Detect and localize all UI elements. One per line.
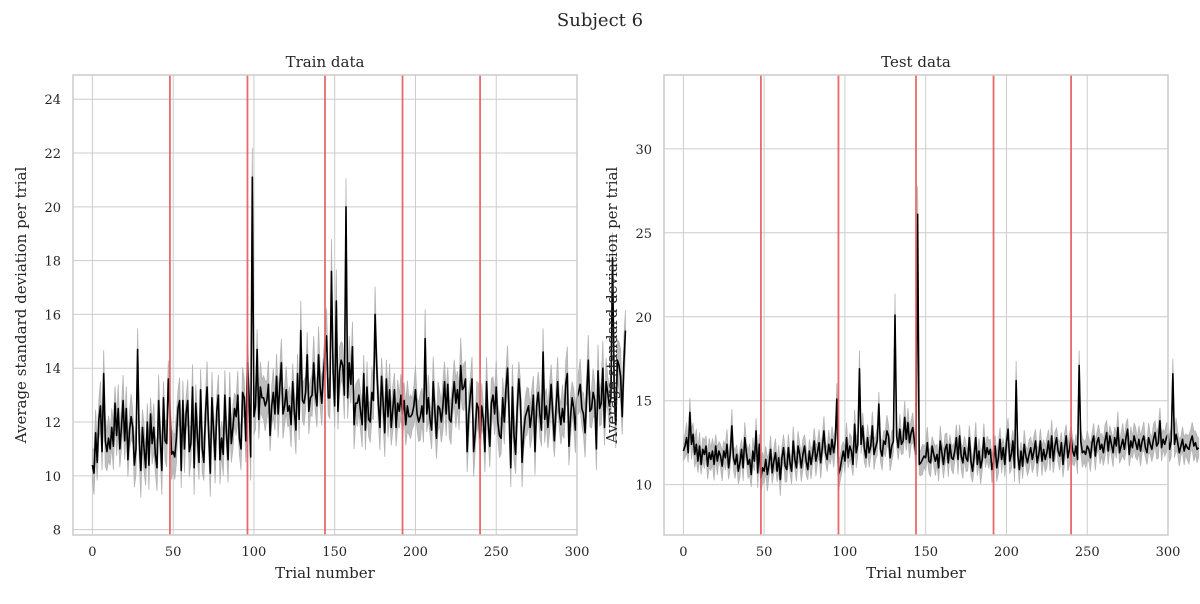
test-x-axis-label: Trial number bbox=[866, 564, 967, 582]
train-xtick-label-2: 100 bbox=[242, 545, 267, 560]
train-xtick-label-5: 250 bbox=[484, 545, 509, 560]
train-ytick-label-3: 14 bbox=[44, 362, 61, 377]
train-xtick-label-1: 50 bbox=[165, 545, 182, 560]
test-mean-line bbox=[682, 213, 1200, 481]
train-xtick-label-0: 0 bbox=[88, 545, 96, 560]
test-ytick-label-0: 10 bbox=[635, 479, 652, 494]
train-ytick-label-7: 22 bbox=[44, 147, 61, 162]
test-axes-frame bbox=[663, 74, 1169, 536]
test-ytick-label-2: 20 bbox=[635, 311, 652, 326]
train-xtick-label-6: 300 bbox=[565, 545, 590, 560]
train-ytick-label-2: 12 bbox=[44, 416, 61, 431]
train-x-axis-label: Trial number bbox=[275, 564, 376, 582]
train-xtick-label-3: 150 bbox=[322, 545, 347, 560]
figure-title: Subject 6 bbox=[557, 10, 643, 31]
test-panel-title: Test data bbox=[881, 53, 951, 71]
train-ytick-label-0: 8 bbox=[53, 524, 61, 539]
train-ytick-label-4: 16 bbox=[44, 308, 61, 323]
train-ytick-label-8: 24 bbox=[44, 93, 61, 108]
train-panel: 0 50 100 150 200 250 300 8 10 12 14 16 18 20 22 24 Train… bbox=[12, 53, 627, 582]
test-xtick-label-3: 150 bbox=[913, 545, 938, 560]
train-y-axis-label: Average standard deviation per trial bbox=[12, 167, 30, 445]
train-xtick-label-4: 200 bbox=[403, 545, 428, 560]
train-axes-frame bbox=[72, 74, 578, 536]
test-xtick-label-0: 0 bbox=[679, 545, 687, 560]
train-mean-line bbox=[91, 176, 627, 474]
test-xtick-label-5: 250 bbox=[1075, 545, 1100, 560]
test-xtick-label-4: 200 bbox=[994, 545, 1019, 560]
train-ytick-label-6: 20 bbox=[44, 201, 61, 216]
test-ytick-label-1: 15 bbox=[635, 395, 652, 410]
test-xtick-label-6: 300 bbox=[1156, 545, 1181, 560]
train-ytick-label-5: 18 bbox=[44, 255, 61, 270]
test-xtick-label-2: 100 bbox=[833, 545, 858, 560]
test-ytick-label-4: 30 bbox=[635, 143, 652, 158]
test-panel: 0 50 100 150 200 250 300 10 15 20 25 30 Test data Tri… bbox=[603, 53, 1200, 582]
train-panel-title: Train data bbox=[286, 53, 365, 71]
test-xtick-label-1: 50 bbox=[756, 545, 773, 560]
test-y-axis-label: Average standard deviation per trial bbox=[603, 167, 621, 445]
train-ytick-label-1: 10 bbox=[44, 470, 61, 485]
test-ytick-label-3: 25 bbox=[635, 227, 652, 242]
train-std-band bbox=[91, 147, 626, 498]
